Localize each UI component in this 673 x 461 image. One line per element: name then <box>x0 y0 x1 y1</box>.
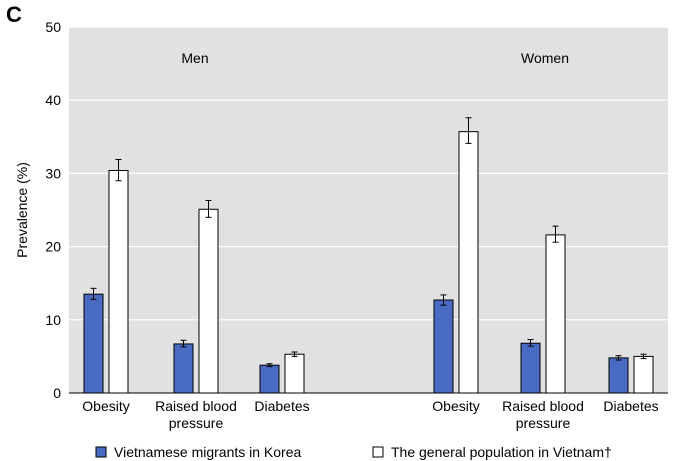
bar <box>108 169 129 394</box>
bar <box>198 208 219 394</box>
bar <box>608 357 629 394</box>
category-label: pressure <box>516 415 571 431</box>
category-label: Raised blood <box>155 398 237 414</box>
bar <box>284 353 305 394</box>
bar <box>173 343 194 394</box>
legend-swatch <box>95 446 107 458</box>
y-tick-label: 50 <box>45 19 61 35</box>
category-label: Obesity <box>82 398 129 414</box>
bar <box>259 364 280 394</box>
y-axis-ticks: 0 10 20 30 40 50 <box>45 19 61 401</box>
legend-swatch <box>372 446 384 458</box>
group-label: Women <box>521 50 569 66</box>
error-bars <box>90 117 647 368</box>
y-tick-label: 20 <box>45 239 61 255</box>
bar <box>433 299 454 394</box>
y-axis-title: Prevalence (%) <box>14 162 30 258</box>
bar <box>545 234 566 394</box>
group-labels: Men Women <box>181 50 569 66</box>
y-tick-label: 30 <box>45 165 61 181</box>
category-label: pressure <box>169 415 224 431</box>
y-tick-label: 40 <box>45 92 61 108</box>
category-label: Diabetes <box>254 398 309 414</box>
y-tick-label: 10 <box>45 312 61 328</box>
group-label: Men <box>181 50 208 66</box>
plot-background <box>69 27 668 393</box>
legend-label: Vietnamese migrants in Korea <box>114 444 301 460</box>
category-label: Obesity <box>432 398 479 414</box>
bar <box>458 131 479 394</box>
gridlines <box>69 26 668 321</box>
legend: Vietnamese migrants in Korea The general … <box>95 444 612 460</box>
category-label: Raised blood <box>502 398 584 414</box>
legend-label: The general population in Vietnam† <box>391 444 612 460</box>
panel-label: C <box>6 2 22 27</box>
bar <box>520 342 541 394</box>
bar <box>83 293 104 394</box>
bar <box>633 355 654 394</box>
category-label: Diabetes <box>603 398 658 414</box>
y-tick-label: 0 <box>53 385 61 401</box>
